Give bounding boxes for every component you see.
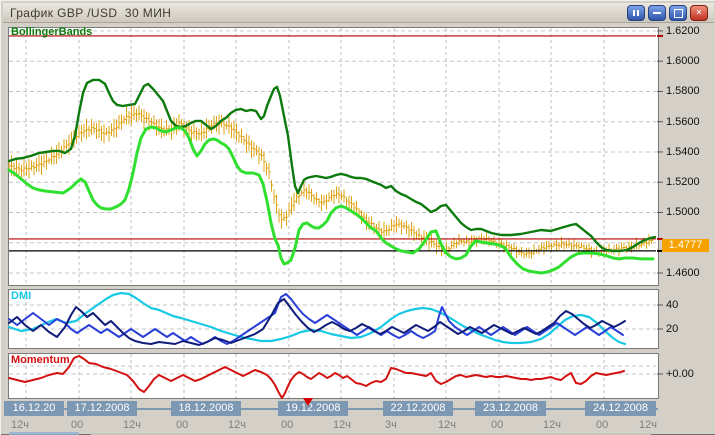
minimize-icon bbox=[653, 12, 661, 14]
y-axis-tick-label: 40 bbox=[666, 298, 679, 311]
time-label: 00 bbox=[491, 419, 504, 431]
date-label: 19.12.2008 bbox=[278, 401, 348, 416]
y-axis-tick-label: +0.00 bbox=[666, 368, 694, 380]
minimize-button[interactable] bbox=[648, 5, 666, 21]
series-adx bbox=[7, 291, 627, 346]
title-bar[interactable]: График GBP /USD 30 МИН ✕ bbox=[3, 3, 714, 23]
y-axis-tick-label: 1.5000 bbox=[666, 206, 700, 219]
y-axis-tick-label: 1.5200 bbox=[666, 176, 700, 189]
maximize-icon bbox=[674, 9, 683, 18]
time-label: 12ч bbox=[333, 419, 351, 431]
date-label: 24.12.2008 bbox=[585, 401, 656, 416]
time-label: 3ч bbox=[385, 419, 397, 431]
y-axis-tick-label: 1.6000 bbox=[666, 55, 700, 68]
time-label: 12ч bbox=[123, 419, 141, 431]
time-label: 00 bbox=[281, 419, 294, 431]
date-label: 22.12.2008 bbox=[383, 401, 453, 416]
y-axis-tick-label: 1.5600 bbox=[666, 115, 700, 128]
time-label: 00 bbox=[71, 419, 84, 431]
time-label: 00 bbox=[176, 419, 189, 431]
y-axis-tick-label: 1.4600 bbox=[666, 266, 700, 279]
window-controls: ✕ bbox=[627, 5, 708, 21]
maximize-button[interactable] bbox=[669, 5, 687, 21]
series-di_minus bbox=[8, 298, 626, 346]
momentum-label: Momentum bbox=[11, 354, 70, 366]
y-axis-tick-label: 1.6200 bbox=[666, 24, 700, 37]
close-icon: ✕ bbox=[695, 8, 703, 17]
time-label: 12ч bbox=[228, 419, 246, 431]
series-bollinger_lower bbox=[7, 125, 655, 275]
time-label: 12ч bbox=[639, 419, 657, 431]
dmi-label: DMI bbox=[11, 290, 32, 302]
current-price-tag: 1.4777 bbox=[662, 239, 709, 253]
time-label: 00 bbox=[596, 419, 609, 431]
close-button[interactable]: ✕ bbox=[690, 5, 708, 21]
date-label: 16.12.20 bbox=[4, 401, 64, 416]
window-title: График GBP /USD 30 МИН bbox=[10, 5, 172, 20]
date-label: 18.12.2008 bbox=[171, 401, 241, 416]
bollinger-label: BollingerBands bbox=[11, 26, 93, 38]
time-label: 12ч bbox=[543, 419, 561, 431]
y-axis-tick-label: 20 bbox=[666, 322, 679, 335]
price-drop-marker-icon bbox=[303, 398, 313, 406]
time-label: 12ч bbox=[438, 419, 456, 431]
series-di_plus bbox=[8, 293, 624, 345]
pause-button[interactable] bbox=[627, 5, 645, 21]
y-axis-tick-label: 1.5400 bbox=[666, 145, 700, 158]
pause-icon bbox=[633, 10, 635, 16]
series-momentum bbox=[8, 355, 625, 399]
y-axis-tick-label: 1.5800 bbox=[666, 85, 700, 98]
date-label: 23.12.2008 bbox=[475, 401, 546, 416]
series-bollinger_upper bbox=[7, 78, 657, 253]
time-label: 12ч bbox=[11, 419, 29, 431]
date-label: 17.12.2008 bbox=[67, 401, 137, 416]
